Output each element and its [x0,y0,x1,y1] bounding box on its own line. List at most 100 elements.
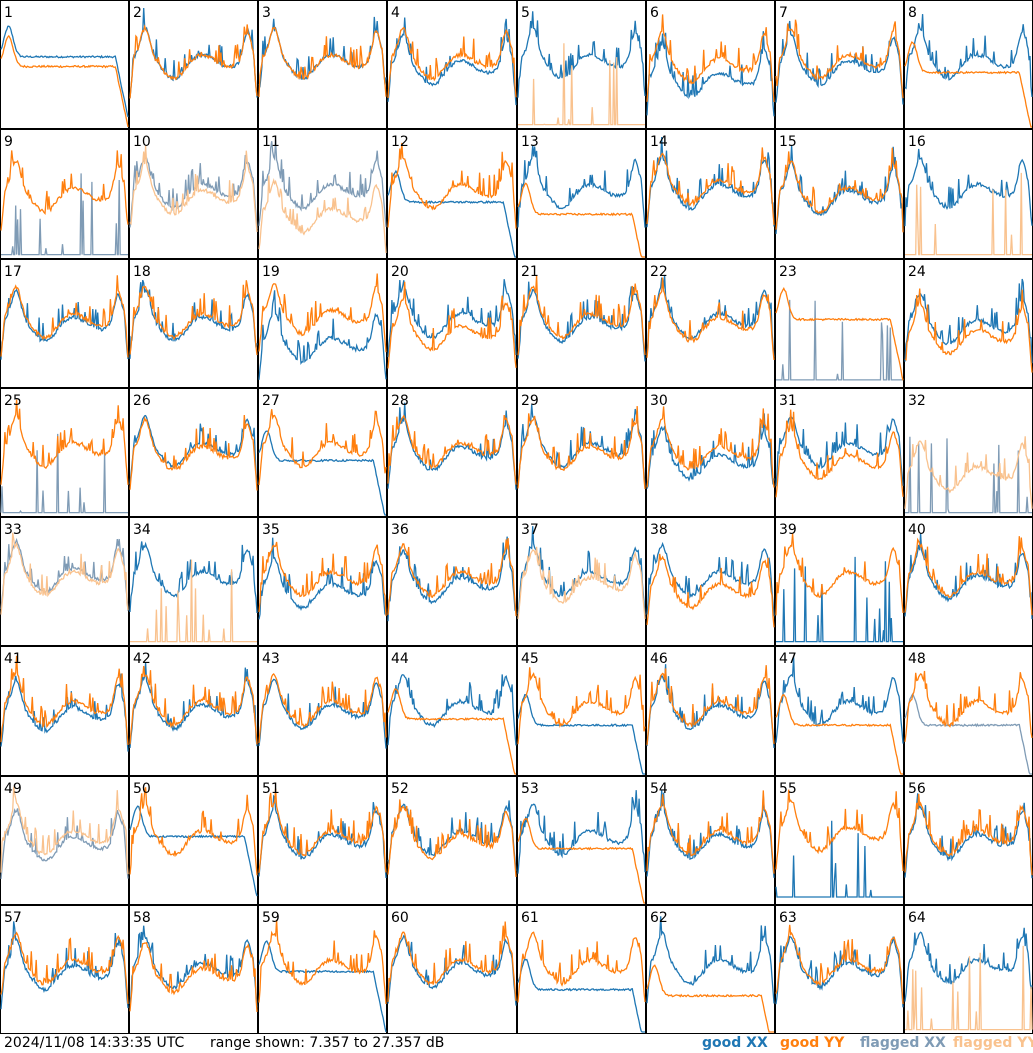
panel-label: 18 [133,264,151,280]
panel-label: 27 [262,393,280,409]
panel-label: 38 [650,522,668,538]
panel-label: 1 [4,5,13,21]
panel-label: 34 [133,522,151,538]
panel-55: 55 [775,776,904,905]
panel-18: 18 [129,259,258,388]
series-good-yy-44 [387,688,516,775]
panel-30: 30 [646,388,775,517]
series-good-yy-31 [775,409,904,498]
panel-9: 9 [0,129,129,259]
series-flagged-yy-16 [905,172,1032,256]
series-good-yy-2 [129,24,258,99]
series-good-xx-53 [517,790,646,874]
panel-1: 1 [0,0,129,129]
series-flagged-xx-48 [904,692,1032,775]
series-good-xx-27 [258,430,386,516]
series-good-xx-35 [258,537,387,620]
panel-label: 3 [262,5,271,21]
series-good-yy-6 [646,14,775,103]
series-good-yy-1 [0,34,129,128]
panel-label: 62 [650,910,668,926]
panel-33: 33 [0,517,129,646]
panel-label: 30 [650,393,668,409]
panel-54: 54 [646,776,775,905]
series-good-yy-46 [646,665,775,746]
series-good-yy-43 [258,673,387,744]
series-good-xx-28 [387,402,517,490]
series-good-yy-48 [904,670,1033,742]
panel-label: 58 [133,910,151,926]
panel-label: 25 [4,393,22,409]
panel-10: 10 [129,129,258,259]
panel-label: 35 [262,522,280,538]
series-good-yy-47 [775,694,903,775]
panel-label: 60 [391,910,409,926]
panel-label: 43 [262,651,280,667]
panel-frame [646,517,775,646]
panel-frame [775,776,904,905]
panel-label: 49 [4,781,22,797]
series-good-xx-1 [0,25,129,118]
series-good-xx-24 [904,278,1033,364]
panel-42: 42 [129,646,258,776]
legend-good-yy: good YY [780,1035,845,1051]
series-flagged-xx-10 [129,154,258,230]
series-good-xx-8 [904,14,1033,97]
panel-19: 19 [258,259,387,388]
panel-14: 14 [646,129,775,259]
panel-frame [646,129,775,259]
series-good-xx-5 [517,11,646,98]
panel-frame [258,259,387,388]
series-good-yy-8 [904,41,1032,128]
series-flagged-xx-11 [258,140,387,227]
series-good-yy-55 [775,789,904,872]
panel-43: 43 [258,646,387,776]
series-flagged-yy-32 [904,436,1033,509]
series-good-yy-39 [775,533,904,616]
series-good-xx-7 [775,20,904,105]
panel-34: 34 [129,517,258,646]
series-good-yy-59 [258,919,387,1005]
panel-7: 7 [775,0,904,129]
panel-23: 23 [775,259,904,388]
panel-12: 12 [387,129,517,259]
series-good-xx-50 [129,805,258,897]
panel-label: 40 [908,522,926,538]
panel-24: 24 [904,259,1033,388]
panel-62: 62 [646,905,775,1034]
panel-60: 60 [387,905,517,1034]
panel-label: 4 [391,5,400,21]
series-good-yy-9 [0,150,129,231]
panel-label: 7 [779,5,788,21]
series-good-yy-50 [129,787,258,876]
panel-39: 39 [775,517,904,646]
panel-37: 37 [517,517,646,646]
series-good-yy-41 [0,655,129,746]
series-good-xx-13 [517,145,646,228]
series-good-xx-46 [646,664,775,748]
series-good-yy-21 [517,275,646,356]
panel-frame [904,0,1033,129]
panel-52: 52 [387,776,517,905]
series-good-xx-12 [387,169,516,258]
panel-label: 16 [908,134,926,150]
series-good-xx-26 [129,414,258,484]
panel-label: 57 [4,910,22,926]
panel-15: 15 [775,129,904,259]
panel-47: 47 [775,646,904,776]
panel-46: 46 [646,646,775,776]
series-good-yy-12 [387,142,517,229]
series-good-xx-41 [0,673,129,752]
panel-2: 2 [129,0,258,129]
series-good-yy-58 [129,941,258,1012]
panel-label: 14 [650,134,668,150]
series-good-yy-53 [517,818,645,904]
series-good-xx-61 [517,957,645,1033]
series-good-yy-61 [517,931,646,1003]
panel-53: 53 [517,776,646,905]
legend-flagged-yy: flagged YY [953,1035,1033,1051]
panel-35: 35 [258,517,387,646]
panel-8: 8 [904,0,1033,129]
series-good-yy-17 [0,275,129,358]
panel-label: 11 [262,134,280,150]
